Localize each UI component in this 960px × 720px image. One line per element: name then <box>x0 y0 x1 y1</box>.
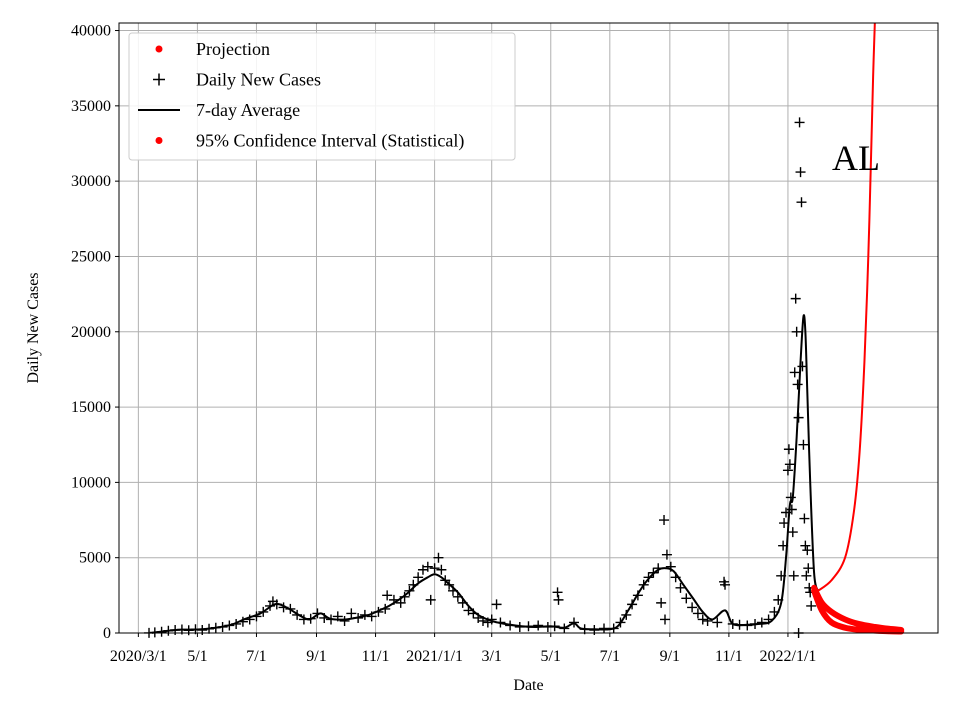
legend-label: 7-day Average <box>196 100 300 120</box>
seven-day-average-line <box>151 314 819 634</box>
daily-case-marker <box>779 518 790 529</box>
daily-case-marker <box>794 117 805 128</box>
daily-case-marker <box>792 379 803 390</box>
x-tick-label: 2020/3/1 <box>110 648 167 665</box>
x-tick-label: 9/1 <box>660 648 680 665</box>
legend-box <box>128 32 516 161</box>
plot-frame <box>118 22 939 634</box>
y-tick-label: 40000 <box>71 23 111 40</box>
x-axis-title: Date <box>513 677 543 694</box>
legend-label: Daily New Cases <box>196 70 321 90</box>
daily-case-marker <box>788 570 799 581</box>
y-tick-label: 15000 <box>71 399 111 416</box>
annotation-label: AL <box>832 138 880 178</box>
daily-case-marker <box>795 167 806 178</box>
daily-case-marker <box>339 615 350 626</box>
daily-case-marker <box>491 599 502 610</box>
daily-case-marker <box>692 608 703 619</box>
legend-label: Projection <box>196 39 270 59</box>
daily-case-marker <box>661 549 672 560</box>
x-tick-label: 9/1 <box>306 648 326 665</box>
legend-label: 95% Confidence Interval (Statistical) <box>196 131 464 152</box>
daily-case-marker <box>803 563 814 574</box>
daily-case-marker <box>801 570 812 581</box>
y-axis-title: Daily New Cases <box>25 272 42 383</box>
daily-case-marker <box>782 465 793 476</box>
x-tick-label: 7/1 <box>246 648 266 665</box>
daily-case-marker <box>796 197 807 208</box>
daily-case-marker <box>790 293 801 304</box>
daily-case-marker <box>681 593 692 604</box>
y-tick-label: 10000 <box>71 474 111 491</box>
legend: Projection Daily New Cases 7-day Average 95… <box>128 32 516 161</box>
y-axis-ticks: 0 5000 10000 15000 20000 25000 30000 35000 40000 <box>71 23 119 642</box>
y-tick-label: 30000 <box>71 173 111 190</box>
daily-case-marker <box>429 563 440 574</box>
x-tick-label: 7/1 <box>600 648 620 665</box>
legend-marker-dot <box>155 137 163 144</box>
daily-case-marker <box>533 620 544 631</box>
daily-case-marker <box>436 564 447 575</box>
daily-case-marker <box>433 552 444 563</box>
x-tick-label: 3/1 <box>481 648 501 665</box>
daily-case-marker <box>799 513 810 524</box>
confidence-interval-upper <box>811 584 905 633</box>
daily-new-cases-series <box>144 117 817 638</box>
daily-case-marker <box>806 600 817 611</box>
daily-case-marker <box>791 326 802 337</box>
x-tick-label: 5/1 <box>187 648 207 665</box>
x-tick-label: 11/1 <box>715 648 743 665</box>
seven-day-average-series <box>151 314 819 634</box>
daily-case-marker <box>552 587 563 598</box>
daily-case-marker <box>802 545 813 556</box>
daily-case-marker <box>789 367 800 378</box>
daily-case-marker <box>425 594 436 605</box>
daily-case-marker <box>687 602 698 613</box>
x-tick-label: 11/1 <box>362 648 390 665</box>
confidence-interval-series <box>811 584 905 635</box>
y-tick-label: 25000 <box>71 248 111 265</box>
legend-marker-dot <box>155 45 163 53</box>
daily-case-marker <box>784 459 795 470</box>
daily-case-marker <box>413 572 424 583</box>
projection-line <box>817 23 876 592</box>
daily-case-marker <box>798 439 809 450</box>
daily-case-marker <box>712 617 723 628</box>
legend-marker-plus <box>153 73 165 86</box>
x-tick-label: 5/1 <box>541 648 561 665</box>
daily-case-marker <box>382 590 393 601</box>
daily-case-marker <box>783 444 794 455</box>
y-tick-label: 20000 <box>71 324 111 341</box>
x-tick-label: 2022/1/1 <box>760 648 817 665</box>
y-tick-label: 0 <box>103 625 111 642</box>
confidence-interval-lower <box>811 587 905 635</box>
x-axis-ticks: 2020/3/1 5/1 7/1 9/1 11/1 2021/1/1 3/1 5/1 7/1 9/… <box>110 633 816 665</box>
daily-case-marker <box>697 614 708 625</box>
daily-case-marker <box>720 579 731 590</box>
daily-case-marker <box>346 608 357 619</box>
daily-case-marker <box>553 594 564 605</box>
daily-case-marker <box>660 614 670 625</box>
y-tick-label: 5000 <box>79 550 111 567</box>
daily-case-marker <box>422 561 433 572</box>
daily-case-marker <box>675 582 686 593</box>
x-tick-label: 2021/1/1 <box>406 648 463 665</box>
daily-case-marker <box>656 597 667 608</box>
daily-case-marker <box>659 515 670 526</box>
y-tick-label: 35000 <box>71 98 111 115</box>
daily-case-marker <box>800 540 811 551</box>
daily-case-marker <box>787 527 798 538</box>
projection-series <box>817 23 876 592</box>
